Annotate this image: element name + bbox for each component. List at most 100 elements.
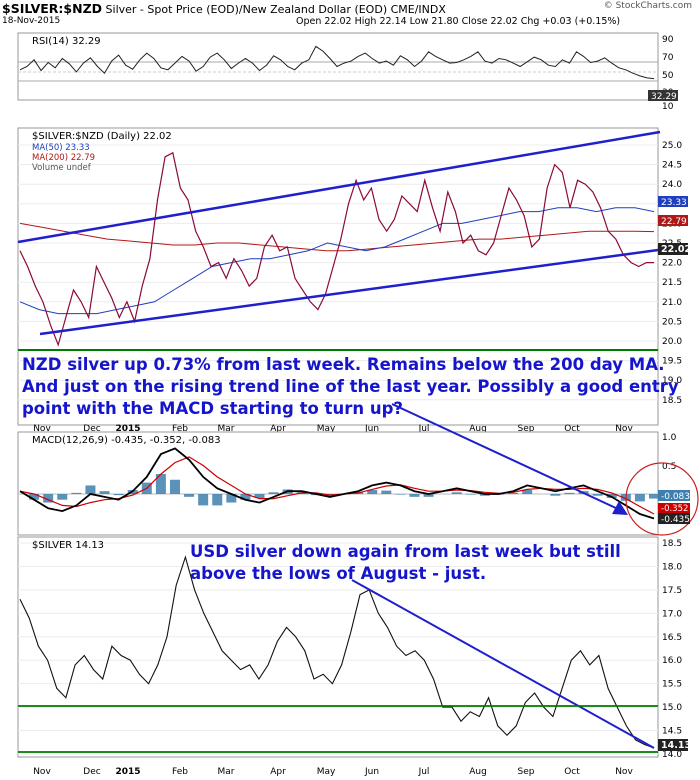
nzd-annotation: NZD silver up 0.73% from last week. Rema… — [22, 355, 679, 418]
usd-grid — [18, 542, 658, 755]
macd-histogram-bar — [57, 494, 68, 500]
usd-ticks: 18.5 18.0 17.5 17.0 16.5 16.0 15.5 15.0 14.5 14.0 — [662, 539, 682, 760]
x-axis-label: Oct — [564, 767, 580, 777]
macd-histogram-bar — [423, 494, 434, 497]
price-panel: $SILVER:$NZD (Daily) 22.02 MA(50) 23.33 … — [17, 127, 691, 426]
x-axis-label: Dec — [83, 424, 100, 434]
x-axis-label: Feb — [172, 767, 188, 777]
price-tick-label: 19.5 — [662, 357, 682, 367]
macd-title: MACD(12,26,9) -0.435, -0.352, -0.083 — [32, 435, 221, 446]
legend-ma200: MA(200) 22.79 — [32, 153, 95, 163]
rsi-last-label: 32.29 — [651, 92, 677, 102]
macd-histogram-bar — [184, 494, 195, 497]
usd-badge — [658, 739, 688, 751]
x-axis-label: Feb — [172, 424, 188, 434]
macd-highlight-circle — [625, 462, 699, 536]
macd-histogram-bar — [99, 491, 110, 494]
x-axis-label: Nov — [615, 767, 633, 777]
price-tick-label: 18.5 — [662, 396, 682, 406]
x-axis-label: Apr — [270, 767, 286, 777]
macd-line — [19, 447, 655, 520]
macd-histogram-bar — [522, 490, 533, 494]
usd-last-label: 14.13 — [661, 740, 691, 751]
usd-tick-label: 15.0 — [662, 703, 682, 713]
usd-frame — [17, 536, 659, 758]
signal-badge — [658, 503, 690, 513]
macd-histogram-bar — [409, 494, 420, 497]
rsi-line — [19, 45, 655, 80]
macd-histogram-bar — [649, 494, 659, 499]
price-tick-label: 20.5 — [662, 317, 682, 327]
annotation-arrow-head — [612, 501, 628, 515]
macd-histogram-bar — [508, 492, 519, 494]
ma50-line — [19, 207, 655, 315]
macd-histogram-bar — [465, 494, 476, 495]
macd-last: -0.435 — [661, 515, 690, 525]
macd-histogram-bar — [367, 490, 378, 494]
ma50-badge — [658, 196, 688, 207]
macd-histogram-bar — [564, 492, 575, 494]
rsi-title: RSI(14) 32.29 — [32, 36, 101, 47]
price-title: $SILVER:$NZD (Daily) 22.02 — [32, 131, 172, 142]
nzd-annotation-line3: point with the MACD starting to turn up? — [22, 399, 403, 418]
rsi-panel: RSI(14) 32.29 9070503010 32.29 — [17, 32, 678, 112]
macd-tick-label: 1.0 — [662, 433, 677, 443]
x-axis-label: Mar — [218, 424, 235, 434]
price-frame — [17, 127, 659, 426]
usd-annotation-line1: USD silver down again from last week but… — [190, 542, 621, 561]
price-ticks: 25.024.524.023.523.022.522.021.521.020.5… — [662, 141, 682, 406]
x-axis-label: Jun — [364, 767, 379, 777]
chart-header-title: $SILVER:$NZD Silver - Spot Price (EOD)/N… — [2, 1, 446, 16]
usd-price-line — [19, 555, 655, 749]
x-axis-label: Sep — [518, 767, 535, 777]
macd-hist-last: -0.083 — [661, 492, 690, 502]
price-badge — [658, 243, 688, 255]
macd-histogram-bar — [212, 494, 223, 506]
x-axis-label: Apr — [270, 424, 286, 434]
upper-trend-line — [17, 130, 661, 244]
usd-annotation-line2: above the lows of August - just. — [190, 564, 486, 583]
nzd-annotation-line1: NZD silver up 0.73% from last week. Rema… — [22, 355, 665, 374]
x-axis-label: Oct — [564, 424, 580, 434]
symbol: $SILVER:$NZD — [2, 1, 103, 16]
macd-histogram-bar — [29, 494, 40, 500]
ma200-last-label: 22.79 — [661, 217, 687, 227]
lower-trend-line — [39, 248, 659, 336]
x-axis-label: Aug — [469, 424, 487, 434]
x-axis-label: Nov — [615, 424, 633, 434]
usd-tick-label: 17.5 — [662, 586, 682, 596]
macd-histogram-bar — [71, 492, 82, 494]
macd-ticks: 1.0 0.5 — [662, 433, 677, 472]
price-tick-label: 24.0 — [662, 180, 682, 190]
macd-histogram-bar — [381, 490, 392, 494]
legend-ma50: MA(50) 23.33 — [32, 143, 90, 153]
macd-histogram-bar — [395, 494, 406, 495]
price-tick-label: 20.0 — [662, 337, 682, 347]
price-tick-label: 24.5 — [662, 161, 682, 171]
price-tick-label: 25.0 — [662, 141, 682, 151]
x-axis-label: Aug — [469, 767, 487, 777]
x-axis-label: Nov — [33, 424, 51, 434]
price-tick-label: 21.5 — [662, 278, 682, 288]
usd-tick-label: 17.0 — [662, 609, 682, 619]
ma200-badge — [658, 215, 688, 226]
x-axis-label: Nov — [33, 767, 51, 777]
usd-annotation: USD silver down again from last week but… — [190, 542, 621, 583]
macd-histogram-bar — [43, 494, 54, 503]
macd-histogram-bar — [592, 494, 603, 496]
usd-down-trend-line — [351, 579, 655, 749]
usd-tick-label: 16.0 — [662, 656, 682, 666]
price-line — [19, 151, 654, 347]
usd-tick-label: 14.5 — [662, 727, 682, 737]
macd-hist-badge — [658, 490, 690, 501]
macd-histogram-bar — [169, 479, 180, 494]
macd-histogram-bar — [85, 485, 96, 494]
price-tick-label: 22.0 — [662, 259, 682, 269]
macd-panel: MACD(12,26,9) -0.435, -0.352, -0.083 1.0… — [17, 431, 699, 536]
usd-silver-panel: $SILVER 14.13 18.5 18.0 17.5 17.0 16.5 16.0 15… — [17, 536, 691, 760]
x-axis-labels-upper: Nov Dec 2015 Feb Mar Apr May Jun Jul Aug Sep Oct Nov — [33, 424, 633, 434]
x-axis-labels-lower: Nov Dec 2015 Feb Mar Apr May Jun Jul Aug Sep Oct Nov — [33, 767, 633, 777]
signal-last: -0.352 — [661, 504, 688, 514]
rsi-tick-label: 70 — [662, 53, 674, 63]
